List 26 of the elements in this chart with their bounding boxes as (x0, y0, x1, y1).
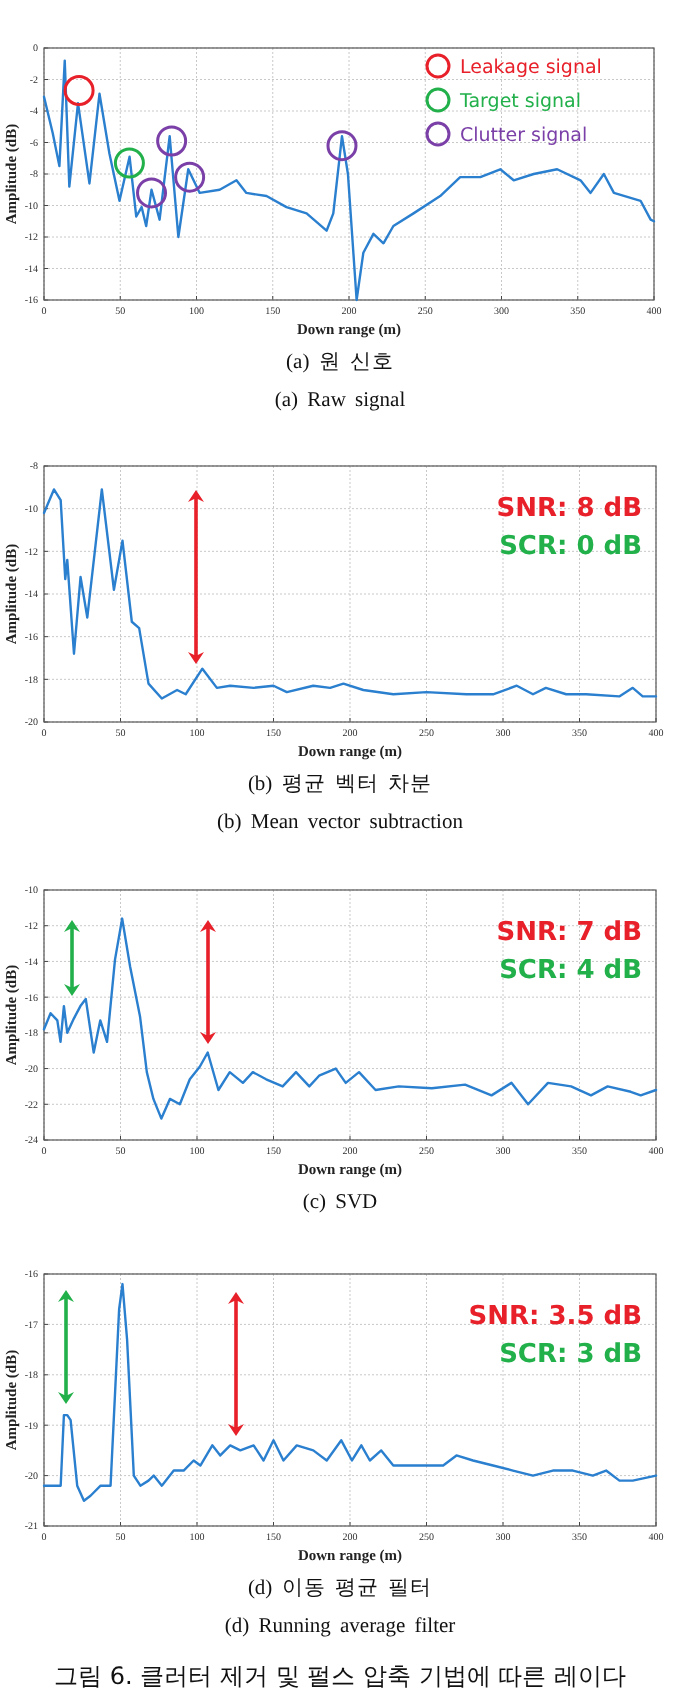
text: (d) Running average filter (224, 1616, 457, 1638)
point (136, 177, 168, 209)
annotation: SNR: 8 dB (496, 494, 642, 524)
annotation: SNR: 7 dB (496, 918, 642, 948)
annotation: SCR: 0 dB (499, 532, 642, 562)
legend-label: Leakage signal (460, 57, 602, 79)
legend-label: Target signal (458, 91, 582, 113)
point (326, 130, 358, 162)
text: (d) 이동 평균 필터 (247, 1576, 433, 1600)
text: (b) Mean vector subtraction (217, 812, 465, 834)
line-series (42, 1282, 658, 1502)
legend-label: Clutter signal (460, 125, 588, 147)
text: (b) 평균 벡터 차분 (247, 772, 433, 796)
caption: 그림 6. 클러터 제거 및 펄스 압축 기법에 따른 레이다 (54, 1662, 626, 1690)
point (63, 75, 95, 107)
point (156, 125, 188, 157)
line-series (42, 917, 658, 1120)
annotation: SNR: 3.5 dB (468, 1302, 642, 1332)
annotation: SCR: 4 dB (499, 956, 642, 986)
line-series (42, 488, 658, 700)
text: (a) 원 신호 (286, 350, 394, 374)
point (113, 147, 145, 179)
annotation: SCR: 3 dB (499, 1340, 642, 1370)
text: (a) Raw signal (274, 390, 406, 412)
text: (c) SVD (302, 1192, 379, 1214)
point (174, 161, 206, 193)
